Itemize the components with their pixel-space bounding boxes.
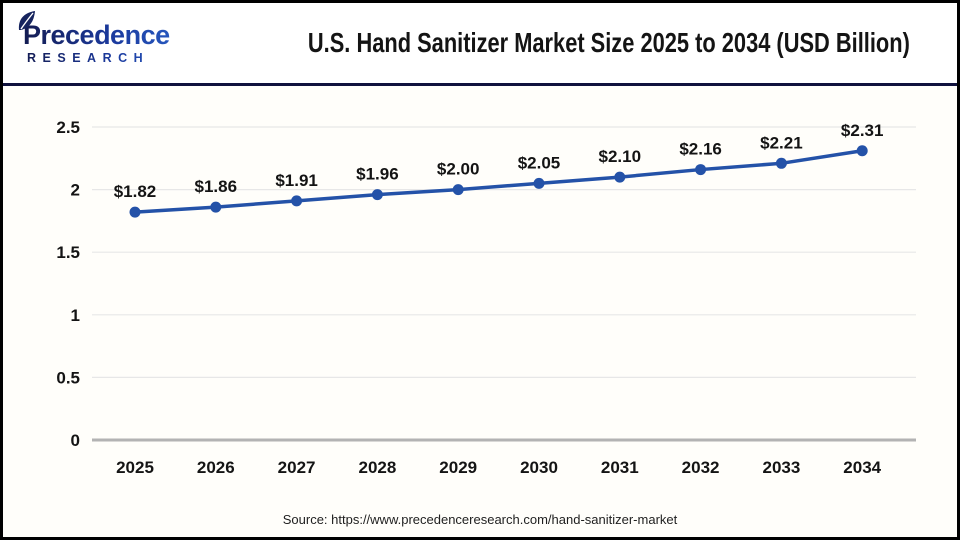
chart-title: U.S. Hand Sanitizer Market Size 2025 to …	[307, 27, 910, 58]
y-tick-label: 1.5	[56, 243, 80, 262]
y-tick-label: 2	[71, 181, 80, 200]
logo-subtitle: RESEARCH	[23, 52, 223, 65]
data-point-label: $2.31	[841, 121, 884, 140]
x-tick-label: 2031	[601, 458, 639, 477]
logo-wordmark: Precedence	[23, 21, 223, 49]
data-point-label: $2.16	[679, 140, 722, 159]
data-point	[291, 195, 303, 207]
series-line	[133, 149, 864, 214]
leaf-icon	[17, 10, 37, 36]
data-point-label: $1.82	[114, 182, 157, 201]
data-point	[856, 145, 868, 157]
header: Precedence RESEARCH U.S. Hand Sanitizer …	[3, 3, 957, 83]
data-point-label: $2.05	[518, 153, 561, 172]
data-point	[210, 201, 222, 213]
x-tick-label: 2029	[439, 458, 477, 477]
data-point	[695, 164, 707, 176]
x-tick-label: 2032	[682, 458, 720, 477]
data-point-label: $2.10	[599, 147, 642, 166]
x-tick-label: 2025	[116, 458, 154, 477]
x-tick-label: 2026	[197, 458, 235, 477]
data-point	[129, 206, 141, 218]
title-area: U.S. Hand Sanitizer Market Size 2025 to …	[223, 27, 957, 59]
source-text: Source: https://www.precedenceresearch.c…	[282, 512, 678, 527]
header-divider	[3, 83, 957, 86]
data-point	[452, 184, 464, 196]
data-point-label: $2.21	[760, 133, 803, 152]
y-tick-label: 0	[71, 431, 80, 450]
y-tick-label: 0.5	[56, 368, 80, 387]
data-point	[371, 189, 383, 201]
data-point	[775, 157, 787, 169]
x-tick-label: 2034	[843, 458, 881, 477]
data-point-label: $1.91	[275, 171, 318, 190]
data-point	[533, 177, 545, 189]
data-point-label: $1.96	[356, 165, 399, 184]
x-tick-label: 2033	[762, 458, 800, 477]
x-tick-label: 2030	[520, 458, 558, 477]
x-tick-label: 2028	[358, 458, 396, 477]
data-point	[614, 171, 626, 183]
y-tick-label: 1	[71, 306, 80, 325]
data-point-label: $2.00	[437, 160, 480, 179]
precedence-research-logo: Precedence RESEARCH	[3, 10, 223, 65]
x-tick-label: 2027	[278, 458, 316, 477]
y-tick-label: 2.5	[56, 118, 80, 137]
line-chart: 0 0.5 1 1.5 2 2.5 2025 2026 2027 2028 2029 2030 2031…	[56, 118, 916, 477]
data-point-label: $1.86	[195, 177, 238, 196]
